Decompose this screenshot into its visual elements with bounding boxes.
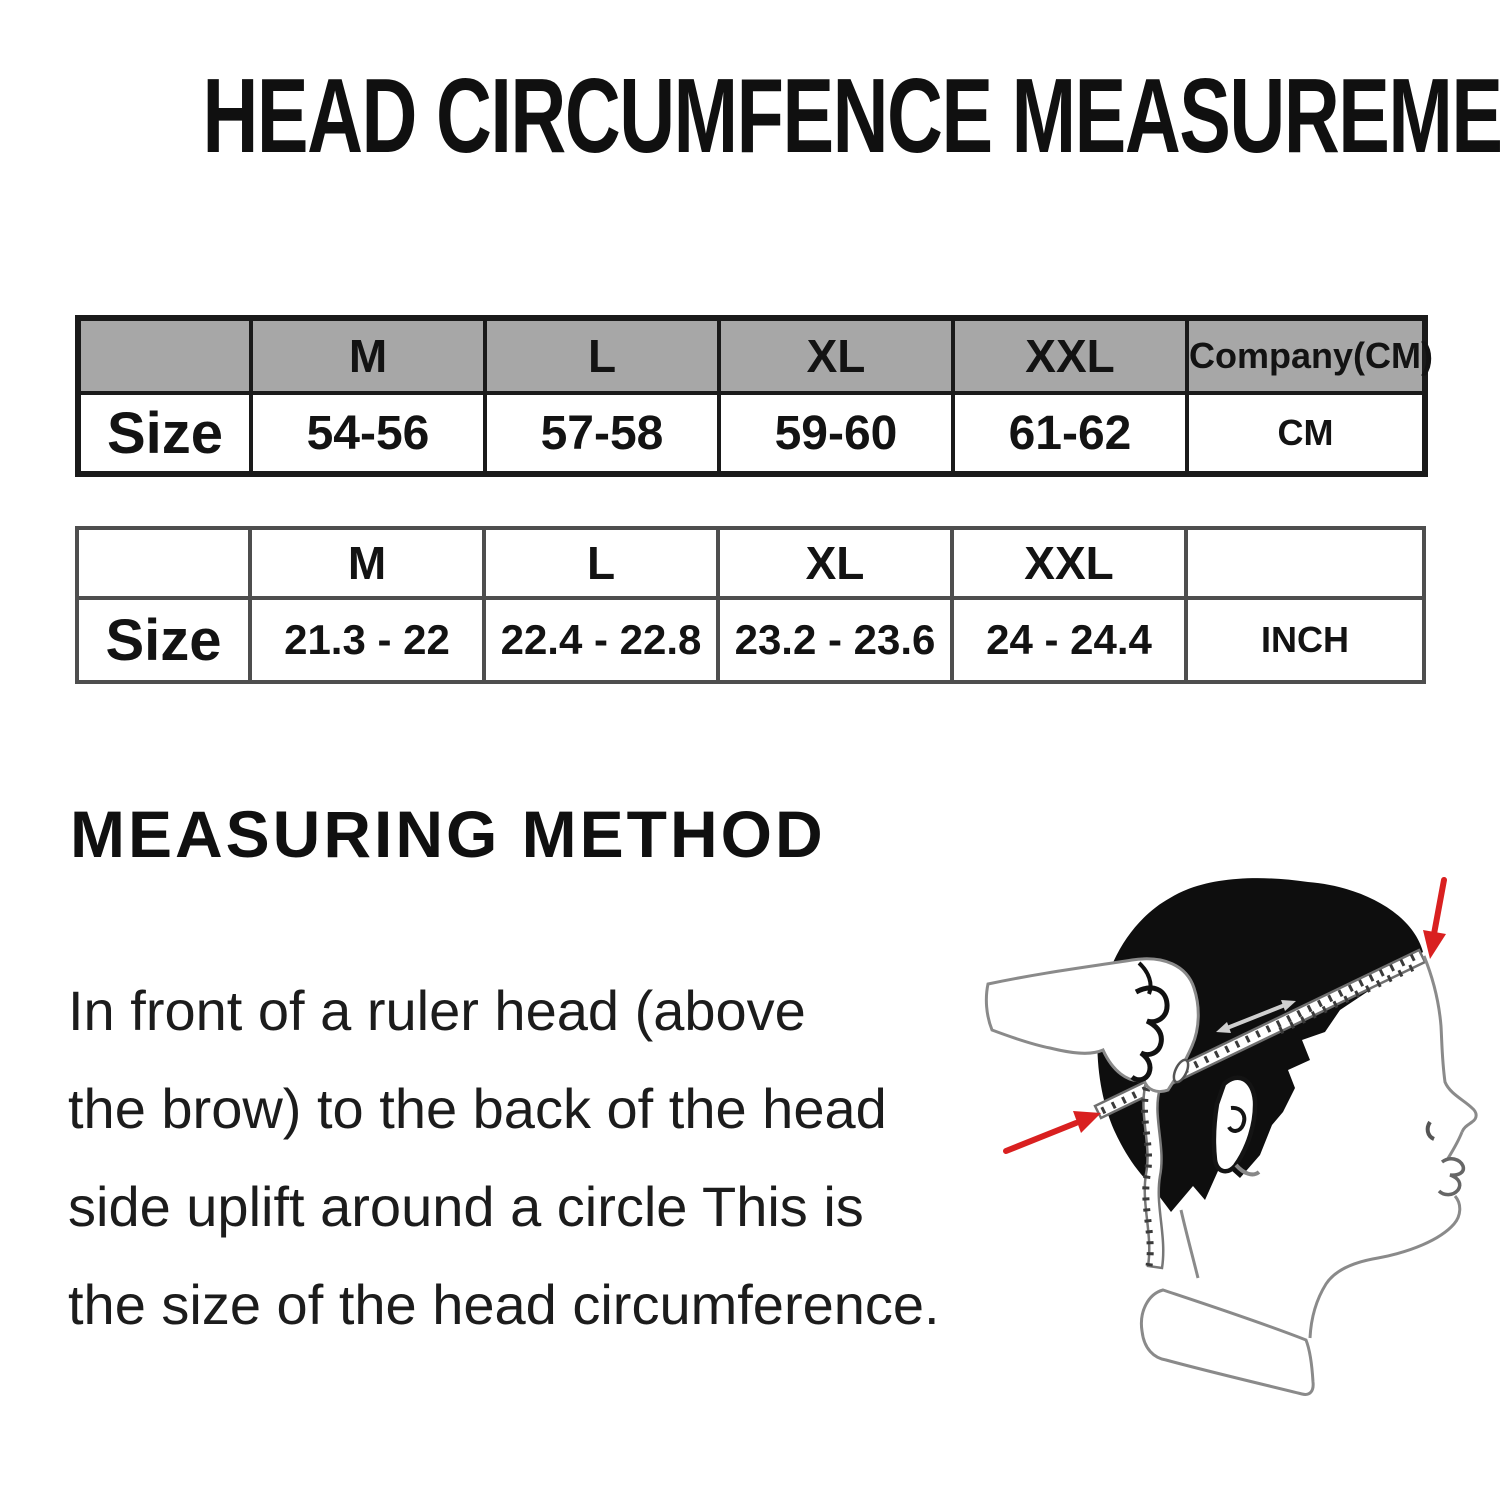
size-table-inch: M L XL XXL Size 21.3 - 22 22.4 - 22.8 23… (75, 526, 1426, 684)
double-arrow-head-left (1216, 1022, 1231, 1033)
chin-jaw-neck-line (1308, 1195, 1462, 1339)
knuckle-line (1137, 961, 1153, 995)
inch-value-l: 22.4 - 22.8 (482, 596, 720, 684)
cm-unit: CM (1185, 391, 1427, 476)
cm-value-l: 57-58 (483, 391, 721, 476)
header-cell-blank-right (1184, 526, 1426, 600)
instruction-line: side uplift around a circle This is (68, 1175, 864, 1238)
header-cell-xxl: XXL (950, 526, 1188, 600)
instruction-line: the brow) to the back of the head (68, 1077, 887, 1140)
section-heading: MEASURING METHOD (70, 797, 826, 871)
nape-line (1179, 1209, 1200, 1279)
inch-value-xl: 23.2 - 23.6 (716, 596, 954, 684)
header-cell-l: L (482, 526, 720, 600)
inch-table-size-row: Size 21.3 - 22 22.4 - 22.8 23.2 - 23.6 2… (75, 596, 1426, 684)
hanging-tape-ticks (1141, 1087, 1154, 1267)
double-arrow-line (1221, 1001, 1291, 1032)
header-cell-m: M (248, 526, 486, 600)
page-title: HEAD CIRCUMFENCE MEASUREMENTS (202, 57, 1500, 175)
measuring-instructions: In front of a ruler head (above the brow… (68, 962, 940, 1354)
row-label-size: Size (76, 391, 253, 476)
header-cell-m: M (249, 316, 487, 395)
nostril (1425, 1120, 1435, 1141)
curled-fingers (1130, 985, 1170, 1083)
inch-value-m: 21.3 - 22 (248, 596, 486, 684)
inch-unit: INCH (1184, 596, 1426, 684)
philtrum-line (1445, 1131, 1464, 1161)
header-cell-blank (75, 526, 252, 600)
header-cell-l: L (483, 316, 721, 395)
inch-value-xxl: 24 - 24.4 (950, 596, 1188, 684)
ear-inner-fold (1227, 1105, 1247, 1133)
cm-table-header-row: M L XL XXL Company(CM) (76, 316, 1433, 395)
tape-pinch-point (1172, 1058, 1190, 1084)
cm-table-size-row: Size 54-56 57-58 59-60 61-62 CM (76, 391, 1427, 476)
cm-value-xl: 59-60 (717, 391, 955, 476)
double-arrow-head-right (1281, 1000, 1296, 1011)
red-arrow-top (1423, 877, 1447, 959)
head-measurement-illustration (984, 877, 1478, 1396)
header-cell-xl: XL (717, 316, 955, 395)
cm-value-xxl: 61-62 (951, 391, 1189, 476)
header-cell-company: Company(CM) (1185, 316, 1433, 395)
head-silhouette (1097, 878, 1423, 1212)
inch-table-header-row: M L XL XXL (75, 526, 1426, 600)
header-cell-blank (76, 316, 253, 395)
row-label-size: Size (75, 596, 252, 684)
red-arrow-left (1003, 1111, 1101, 1154)
lips (1437, 1157, 1466, 1197)
tape-tick-marks (1278, 960, 1422, 1035)
instruction-line: the size of the head circumference. (68, 1273, 940, 1336)
face-profile-line (1422, 955, 1478, 1133)
earlobe-curl (1234, 1163, 1261, 1177)
hand-and-arm (984, 957, 1200, 1094)
instruction-line: In front of a ruler head (above (68, 979, 806, 1042)
shirt-collar (1139, 1288, 1315, 1396)
cm-value-m: 54-56 (249, 391, 487, 476)
header-cell-xxl: XXL (951, 316, 1189, 395)
size-table-cm: M L XL XXL Company(CM) Size 54-56 57-58 … (75, 315, 1433, 477)
header-cell-xl: XL (716, 526, 954, 600)
